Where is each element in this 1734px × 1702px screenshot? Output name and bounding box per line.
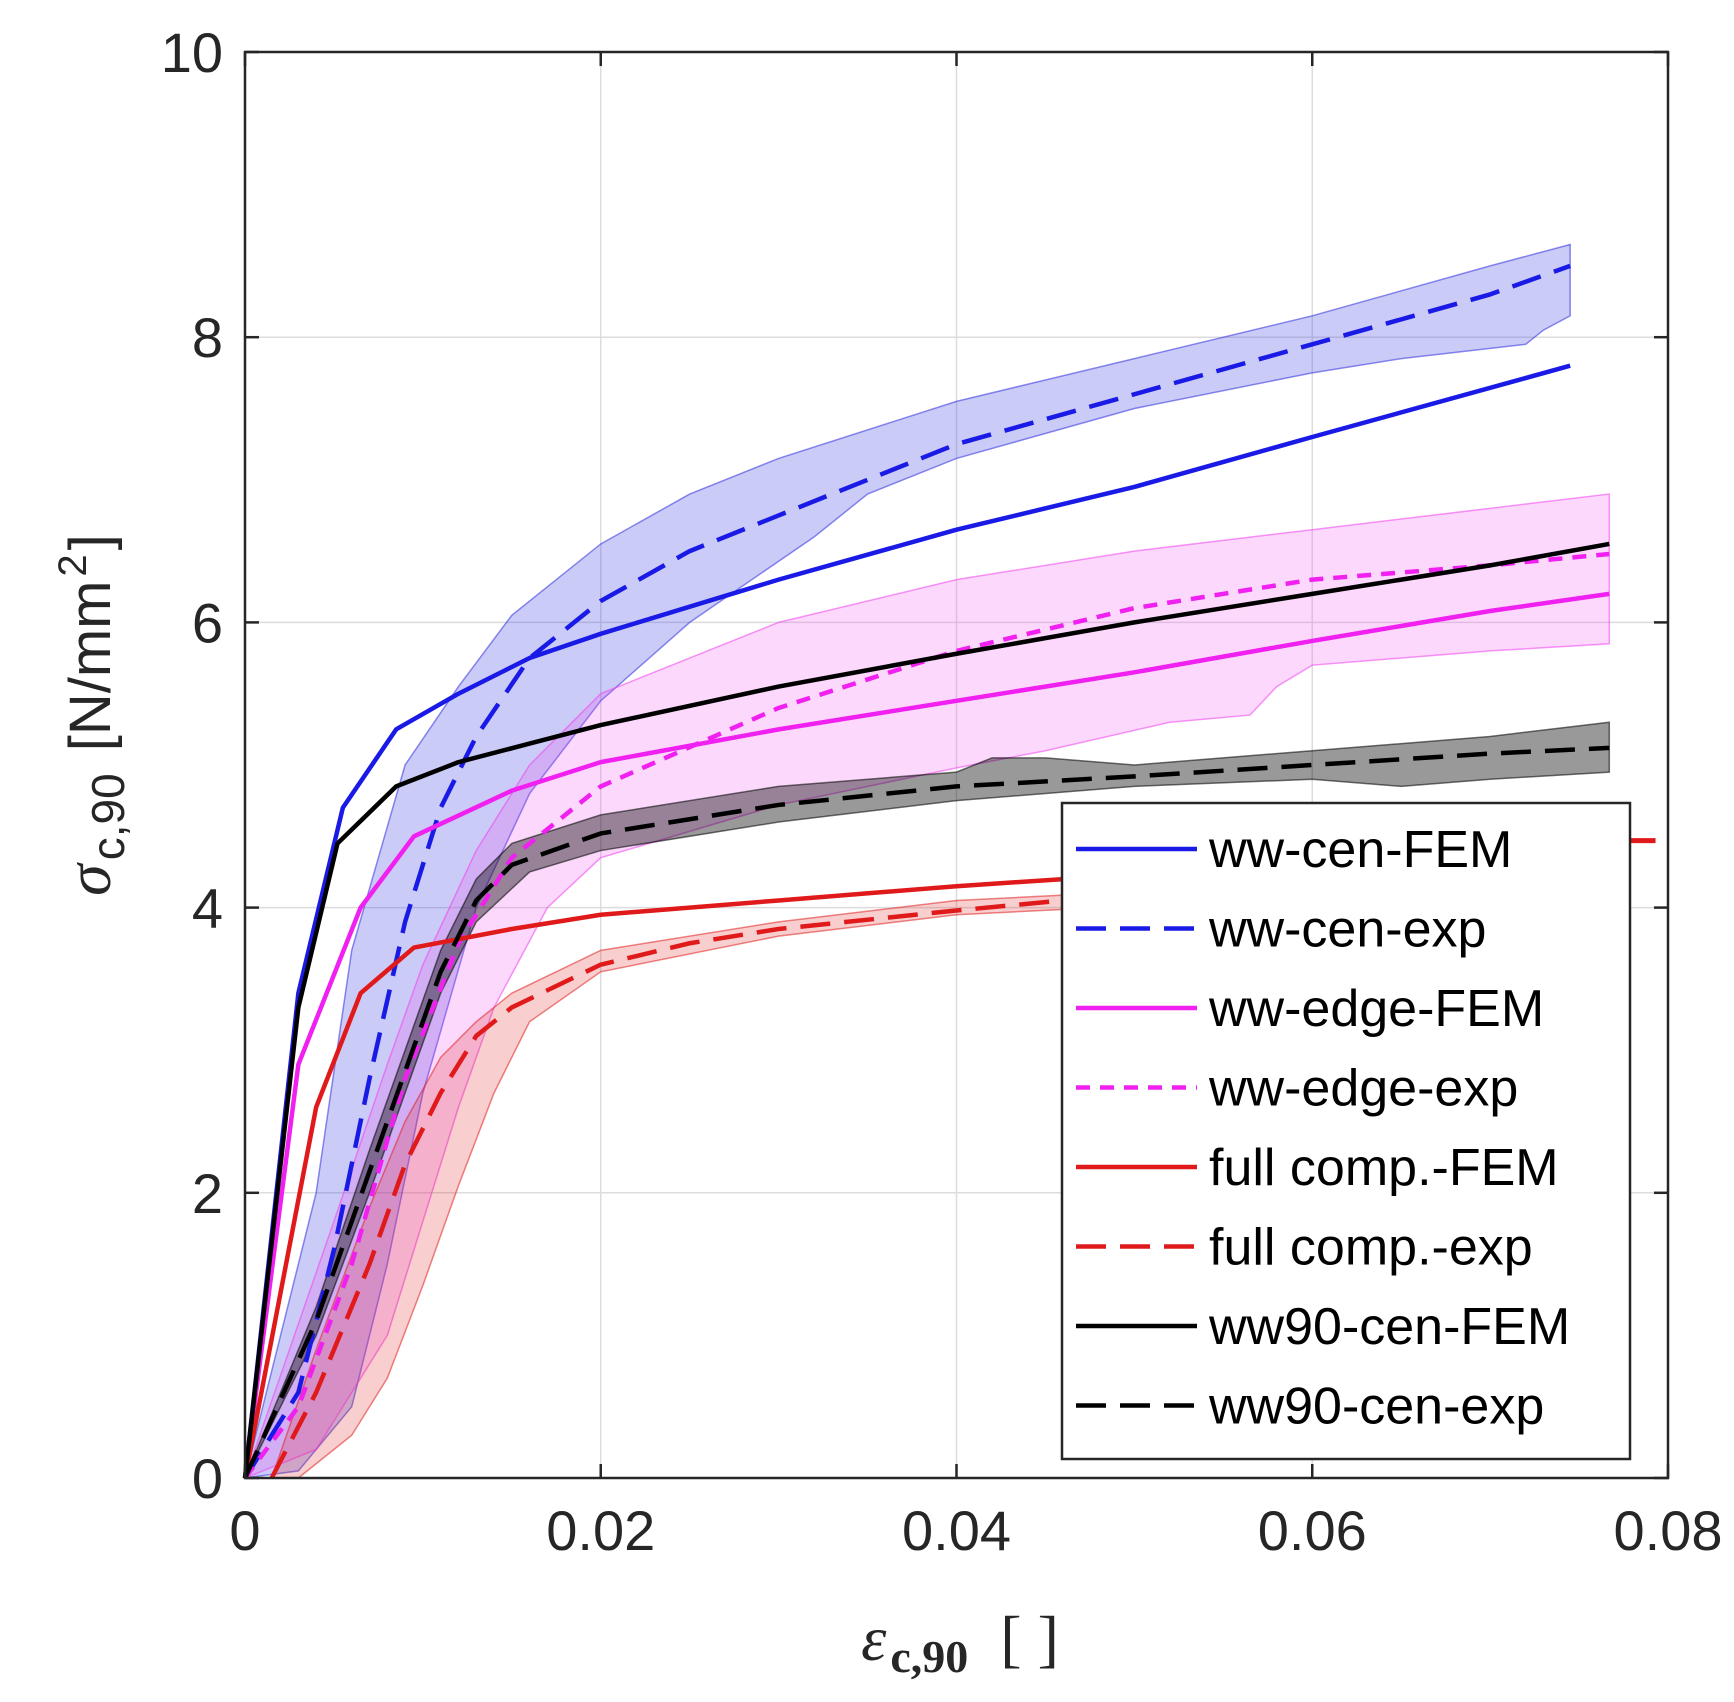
y-tick-label: 4 [192,877,223,940]
svg-text:σ c,90 [N/mm: σ c,90 [N/mm 2 ] [51,534,134,896]
x-axis-label: ε c,90 [ ] [861,1603,1059,1682]
x-tick-label: 0.02 [546,1499,655,1562]
series-full-comp-fem [242,876,1064,1479]
data-series [242,263,1656,1480]
series-ww-cen-fem [242,363,1571,1479]
x-tick-label: 0.04 [902,1499,1011,1562]
axis-ticks: 0 0.02 0.04 0.06 0.08 0 2 4 6 8 10 [161,21,1723,1562]
y-tick-label: 10 [161,21,223,84]
legend-entry: ww-cen-exp [1076,901,1486,959]
series-ww-cen-exp [243,263,1571,1480]
y-axis-unit-superscript: 2 [51,554,95,576]
series-ww-edge-exp [243,551,1610,1480]
legend-label: ww-edge-exp [1208,1060,1518,1118]
series-full-comp-exp [269,898,1064,1480]
legend-label: ww-edge-FEM [1208,980,1544,1038]
y-axis-unit: [N/mm [58,581,123,752]
x-axis-unit: [ ] [1000,1603,1059,1674]
x-axis-subscript: c,90 [890,1631,968,1682]
legend-entry: full comp.-FEM [1076,1139,1559,1197]
legend-entry: ww90-cen-exp [1076,1378,1544,1436]
legend-box [1060,801,1632,1461]
y-tick-label: 0 [192,1447,223,1510]
legend-label: full comp.-exp [1209,1219,1533,1277]
legend-entry: ww-edge-exp [1076,1060,1518,1118]
x-tick-label: 0 [229,1499,260,1562]
legend-label: ww90-cen-FEM [1208,1298,1570,1356]
legend-entry: ww90-cen-FEM [1076,1298,1570,1356]
band-ww90-cen-exp-range [244,721,1611,1479]
y-axis-unit-close: ] [58,534,123,550]
legend-label: ww90-cen-exp [1208,1378,1544,1436]
y-axis-symbol: σ [53,862,124,896]
y-axis-label: σ c,90 [N/mm 2 ] [51,534,134,896]
y-tick-label: 2 [192,1162,223,1225]
legend-entry: ww-cen-FEM [1076,821,1512,879]
y-tick-label: 8 [192,306,223,369]
legend-label: ww-cen-exp [1208,901,1486,959]
series-ww90-cen-exp [242,745,1610,1479]
y-tick-label: 6 [192,591,223,654]
legend-label: ww-cen-FEM [1208,821,1512,879]
y-axis-subscript: c,90 [82,773,134,860]
x-tick-label: 0.06 [1258,1499,1367,1562]
x-axis-symbol: ε [861,1603,887,1674]
series-ww90-cen-fem [242,541,1610,1479]
legend-entry: ww-edge-FEM [1076,980,1544,1038]
legend-entry: full comp.-exp [1076,1219,1533,1277]
x-tick-label: 0.08 [1614,1499,1723,1562]
legend: ww-cen-FEM ww-cen-exp ww-edge-FEM ww-edge-e… [1060,801,1632,1461]
legend-label: full comp.-FEM [1209,1139,1559,1197]
